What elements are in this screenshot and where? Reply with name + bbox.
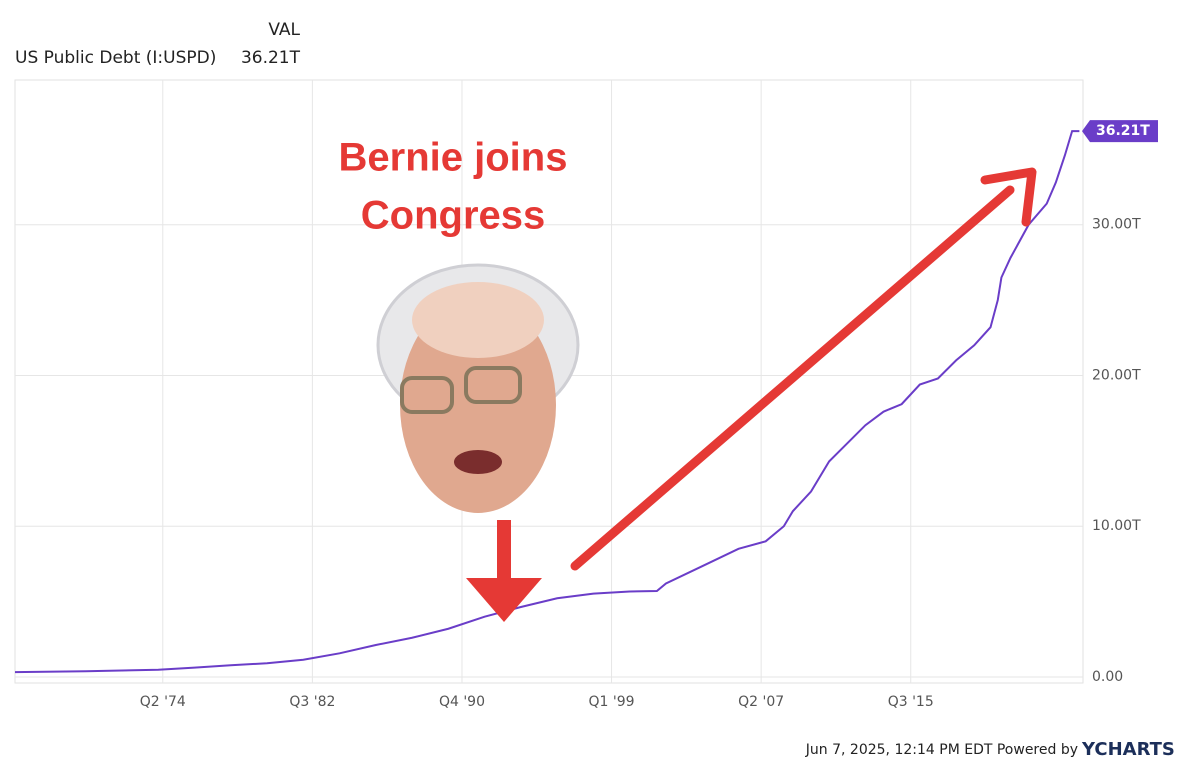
series [14, 130, 1080, 674]
annotation-text: Bernie joins [339, 136, 568, 180]
value-tag [1082, 120, 1158, 143]
annotation-text: Congress [361, 194, 546, 238]
glasses [464, 366, 522, 404]
x-tick-label: Q2 '07 [738, 694, 784, 710]
arrow-head [466, 578, 542, 622]
footer-brand: YCHARTS [1081, 739, 1175, 760]
arrow-up [570, 185, 1015, 571]
header-series: US Public Debt (I:USPD) [15, 48, 216, 68]
x-tick-label: Q1 '99 [589, 694, 635, 710]
y-tick-label: 30.00T [1092, 217, 1141, 233]
x-tick-label: Q3 '15 [888, 694, 934, 710]
face [400, 297, 556, 513]
mouth [454, 450, 502, 474]
annotation-arrows [466, 167, 1037, 622]
arrow-head [980, 167, 1037, 227]
portrait [376, 263, 580, 513]
y-tick-label: 20.00T [1092, 367, 1141, 383]
header-column: VAL [268, 20, 300, 40]
x-tick-label: Q4 '90 [439, 694, 485, 710]
footer-timestamp: Jun 7, 2025, 12:14 PM EDT Powered by [805, 742, 1078, 758]
x-tick-label: Q3 '82 [289, 694, 335, 710]
forehead [412, 282, 544, 358]
series-line [14, 130, 1080, 674]
x-tick-label: Q2 '74 [140, 694, 186, 710]
grid [15, 80, 1083, 683]
value-tag-label: 36.21T [1096, 123, 1150, 139]
glasses [400, 376, 454, 414]
header-value: 36.21T [241, 48, 301, 68]
y-tick-label: 0.00 [1092, 669, 1123, 685]
y-tick-label: 10.00T [1092, 518, 1141, 534]
